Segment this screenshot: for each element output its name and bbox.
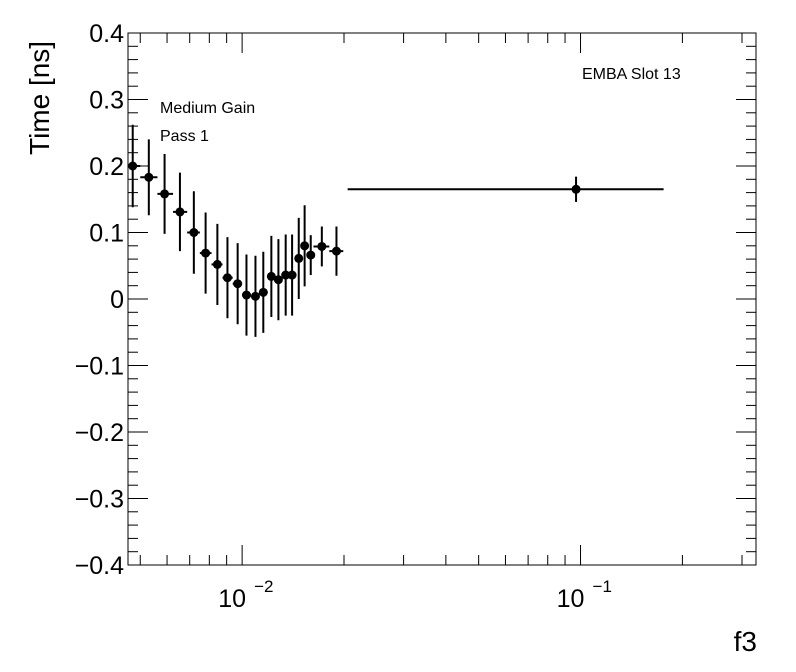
data-point <box>128 124 141 208</box>
data-point <box>300 205 310 287</box>
y-axis-tick-labels: 0.4 0.3 0.2 0.1 0 −0.1 −0.2 −0.3 −0.4 <box>75 20 124 580</box>
y-tick-label: −0.4 <box>75 552 124 580</box>
annotation-medium-gain: Medium Gain <box>160 100 255 117</box>
y-tick-label: −0.2 <box>75 419 124 447</box>
data-marker <box>233 279 243 289</box>
data-point <box>294 217 304 299</box>
annotation-slot: EMBA Slot 13 <box>582 66 681 83</box>
data-marker <box>266 271 276 281</box>
y-tick-label: 0.2 <box>89 153 124 181</box>
data-marker <box>331 246 341 256</box>
x-axis-tick-labels: 10 −2 10 −1 <box>218 577 612 613</box>
data-marker <box>128 161 138 171</box>
data-point <box>347 176 664 202</box>
data-marker <box>281 270 291 280</box>
data-point <box>287 234 297 316</box>
x-tick-label: 10 <box>557 585 585 613</box>
data-point <box>329 226 344 276</box>
data-marker <box>222 273 232 283</box>
x-tick-label-exponent: −2 <box>254 577 273 596</box>
x-axis-ticks <box>139 33 743 565</box>
data-marker <box>273 275 283 285</box>
y-tick-label: −0.1 <box>75 353 124 381</box>
data-series <box>128 124 664 337</box>
data-point <box>258 251 268 333</box>
data-marker <box>212 259 222 269</box>
y-tick-label: 0.3 <box>89 87 124 115</box>
y-tick-label: −0.3 <box>75 486 124 514</box>
data-point <box>232 243 243 325</box>
data-point <box>187 191 200 274</box>
data-point <box>250 255 260 337</box>
data-marker <box>294 253 304 263</box>
x-axis-title: f3 <box>734 626 757 657</box>
data-point <box>266 235 276 317</box>
data-point <box>222 237 233 319</box>
data-marker <box>144 172 154 182</box>
data-marker <box>160 189 170 199</box>
data-marker <box>300 241 310 251</box>
data-point <box>306 235 316 276</box>
data-marker <box>317 241 327 251</box>
data-marker <box>201 248 211 258</box>
data-point <box>313 226 330 267</box>
data-marker <box>287 270 297 280</box>
y-axis-title: Time [ns] <box>24 41 55 155</box>
data-marker <box>175 207 185 217</box>
x-tick-label: 10 <box>218 585 246 613</box>
y-tick-label: 0.1 <box>89 220 124 248</box>
data-marker <box>306 250 316 260</box>
annotation-pass: Pass 1 <box>160 128 209 145</box>
data-point <box>241 254 251 336</box>
data-point <box>199 212 212 294</box>
data-marker <box>189 228 199 237</box>
data-point <box>157 154 174 234</box>
y-tick-label: 0.4 <box>89 20 124 48</box>
data-point <box>173 172 188 252</box>
data-marker <box>250 291 260 301</box>
x-tick-label-exponent: −1 <box>593 577 612 596</box>
data-marker <box>571 184 581 194</box>
data-marker <box>258 287 268 297</box>
data-point <box>211 223 223 305</box>
y-axis-ticks <box>128 32 756 566</box>
y-tick-label: 0 <box>110 286 124 314</box>
data-marker <box>241 290 251 300</box>
data-point <box>140 139 158 216</box>
data-point <box>273 239 283 321</box>
